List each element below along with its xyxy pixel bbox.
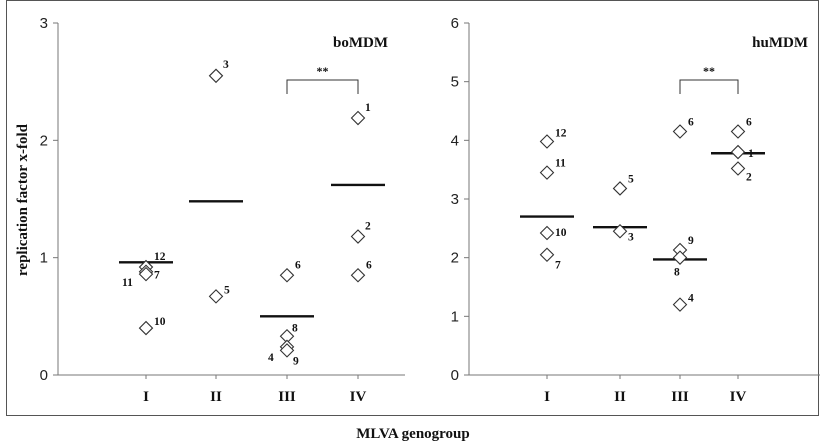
data-point-label: 11 [555, 158, 566, 170]
x-tick-label: III [278, 389, 296, 405]
data-point-label: 9 [293, 355, 299, 367]
significance-bracket [286, 79, 359, 94]
data-point-label: 6 [295, 259, 301, 271]
significance-label: ** [317, 64, 329, 78]
data-point-label: 2 [746, 171, 752, 183]
data-point-diamond [208, 289, 224, 304]
y-tick-label: 6 [451, 15, 459, 32]
figure-frame [6, 0, 819, 416]
y-tick-label: 3 [451, 191, 459, 208]
y-tick-label: 1 [40, 250, 48, 267]
significance-bracket [679, 79, 739, 94]
data-point-diamond [730, 144, 746, 160]
data-point-diamond [672, 297, 688, 312]
panel-title: boMDM [333, 35, 388, 51]
data-point-label: 7 [555, 260, 561, 272]
data-point-label: 12 [154, 251, 166, 263]
data-point-diamond [612, 223, 628, 239]
data-point-diamond [539, 225, 555, 241]
data-point-diamond [138, 266, 154, 282]
data-point-diamond [350, 110, 366, 126]
x-tick-label: IV [350, 389, 367, 405]
x-tick-label: I [143, 389, 149, 405]
data-point-label: 3 [628, 231, 634, 243]
x-tick-label: II [614, 389, 626, 405]
data-point-diamond [539, 247, 555, 263]
y-tick-label: 5 [451, 74, 459, 91]
data-point-diamond [208, 68, 224, 84]
data-point-label: 9 [688, 235, 694, 247]
data-point-diamond [279, 343, 295, 358]
data-point-diamond [350, 267, 366, 283]
x-tick-label: III [671, 389, 689, 405]
y-tick-label: 1 [451, 308, 459, 325]
data-point-label: 1 [748, 148, 754, 160]
data-point-label: 10 [555, 227, 567, 239]
data-point-label: 5 [224, 284, 230, 296]
data-point-label: 3 [223, 59, 229, 71]
x-tick-label: II [210, 389, 222, 405]
data-point-label: 7 [154, 270, 160, 282]
x-tick-label: IV [730, 389, 747, 405]
data-point-diamond [730, 161, 746, 176]
data-point-diamond [138, 320, 154, 336]
significance-label: ** [703, 64, 715, 78]
data-point-label: 12 [555, 128, 567, 140]
y-tick-label: 2 [451, 250, 459, 267]
y-tick-label: 4 [451, 132, 459, 149]
data-point-label: 8 [674, 267, 680, 279]
y-axis-label: replication factor x-fold [15, 123, 31, 276]
data-point-label: 11 [122, 277, 133, 289]
data-point-diamond [672, 124, 688, 139]
data-point-label: 4 [688, 293, 694, 305]
data-point-label: 6 [688, 117, 694, 129]
data-point-label: 6 [366, 259, 372, 271]
y-tick-label: 0 [40, 367, 48, 384]
x-axis-label: MLVA genogroup [356, 426, 470, 442]
data-point-label: 1 [365, 102, 371, 114]
data-point-diamond [612, 181, 628, 196]
data-point-label: 5 [628, 173, 634, 185]
panel-title: huMDM [752, 35, 808, 51]
data-point-label: 10 [154, 316, 166, 328]
data-point-diamond [279, 267, 295, 283]
y-tick-label: 3 [40, 15, 48, 32]
data-point-label: 2 [365, 221, 371, 233]
data-point-diamond [672, 250, 688, 265]
y-tick-label: 0 [451, 367, 459, 384]
data-point-diamond [350, 229, 366, 244]
data-point-label: 6 [746, 117, 752, 129]
data-point-diamond [539, 165, 555, 180]
data-point-label: 8 [292, 322, 298, 334]
data-point-diamond [539, 134, 555, 149]
y-tick-label: 2 [40, 132, 48, 149]
data-point-diamond [730, 124, 746, 139]
data-point-label: 4 [268, 352, 274, 364]
x-tick-label: I [544, 389, 550, 405]
